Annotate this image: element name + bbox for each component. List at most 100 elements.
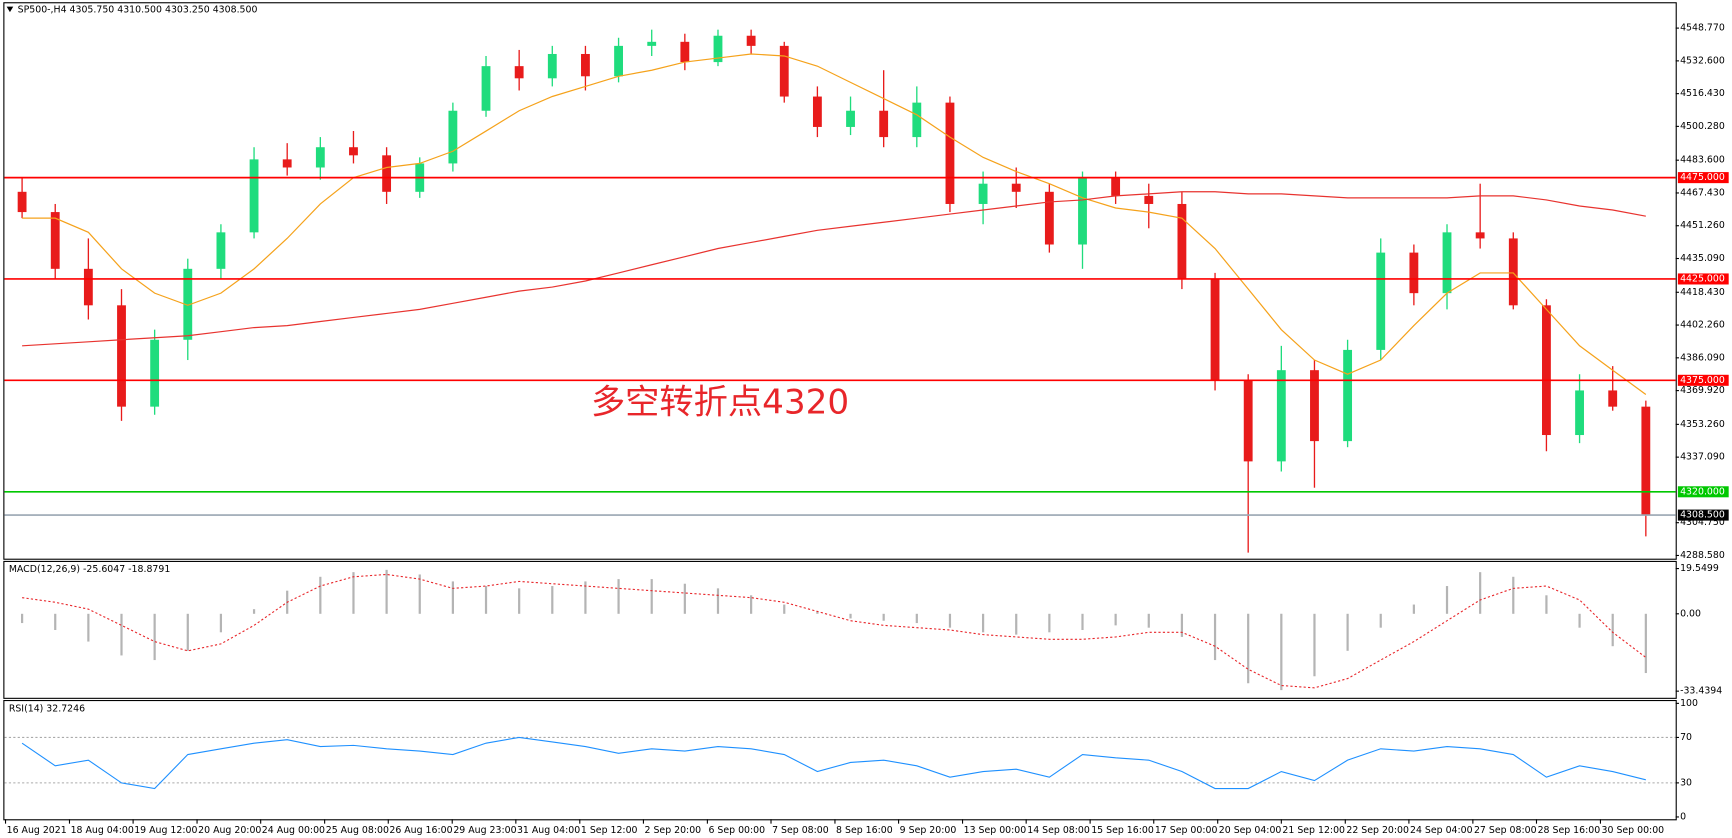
level-label: 4308.500 — [1680, 510, 1725, 521]
candle-body — [1243, 380, 1253, 462]
x-tick-label: 18 Aug 04:00 — [71, 825, 134, 836]
x-tick-label: 26 Aug 16:00 — [389, 825, 452, 836]
y-tick-label: 4304.750 — [1680, 517, 1725, 528]
candle-body — [83, 268, 93, 306]
candle-body — [183, 268, 193, 340]
x-tick-label: 22 Sep 20:00 — [1346, 825, 1409, 836]
candle-body — [680, 41, 690, 63]
candle-body — [117, 305, 126, 407]
y-tick-label: 4369.920 — [1680, 385, 1725, 396]
moving-average — [22, 53, 1647, 395]
x-tick-label: 27 Sep 08:00 — [1474, 825, 1537, 836]
y-tick-label: 4418.430 — [1680, 287, 1725, 298]
candle-body — [1409, 252, 1419, 294]
level-tag — [1677, 509, 1729, 521]
y-tick-label: 4353.260 — [1680, 419, 1725, 430]
x-tick-label: 20 Aug 20:00 — [198, 825, 261, 836]
x-tick-label: 8 Sep 16:00 — [836, 825, 893, 836]
candle-body — [1641, 406, 1651, 516]
x-tick-label: 28 Sep 16:00 — [1538, 825, 1601, 836]
level-tag — [1677, 273, 1729, 285]
x-tick-label: 2 Sep 20:00 — [645, 825, 702, 836]
level-label: 4375.000 — [1680, 375, 1725, 386]
candle-body — [1078, 177, 1087, 245]
candle-body — [1475, 232, 1485, 239]
candle-body — [282, 159, 292, 168]
candle-body — [1376, 252, 1386, 350]
candle-body — [1442, 232, 1452, 294]
y-tick-label: 100 — [1680, 698, 1698, 709]
x-tick-label: 6 Sep 00:00 — [708, 825, 765, 836]
x-tick-label: 24 Aug 00:00 — [262, 825, 325, 836]
x-tick-label: 20 Sep 04:00 — [1219, 825, 1282, 836]
y-tick-label: -33.4394 — [1680, 686, 1722, 697]
y-tick-label: 4386.090 — [1680, 352, 1725, 363]
x-tick-label: 17 Sep 00:00 — [1155, 825, 1218, 836]
menu-arrow[interactable] — [6, 6, 14, 13]
x-tick-label: 25 Aug 08:00 — [326, 825, 389, 836]
x-tick-label: 24 Sep 04:00 — [1410, 825, 1473, 836]
candle-body — [514, 66, 524, 79]
y-tick-label: 4516.430 — [1680, 88, 1725, 99]
candle-body — [1310, 370, 1319, 442]
candle-body — [978, 183, 988, 204]
y-tick-label: 4467.430 — [1680, 187, 1725, 198]
symbol-header: SP500-,H4 4305.750 4310.500 4303.250 430… — [18, 4, 258, 15]
x-tick-label: 9 Sep 20:00 — [900, 825, 957, 836]
candle-body — [547, 53, 557, 79]
y-tick-label: 0 — [1680, 811, 1686, 822]
y-tick-label: 4451.260 — [1680, 220, 1725, 231]
x-tick-label: 29 Aug 23:00 — [453, 825, 516, 836]
candle-body — [1575, 390, 1584, 436]
x-tick-label: 21 Sep 12:00 — [1282, 825, 1345, 836]
candle-body — [879, 110, 889, 138]
candle-body — [1210, 278, 1220, 381]
candle-body — [481, 66, 491, 111]
candle-body — [812, 96, 822, 127]
y-tick-label: 0.00 — [1680, 608, 1701, 619]
y-tick-label: 4337.090 — [1680, 452, 1725, 463]
y-tick-label: 4500.280 — [1680, 121, 1725, 132]
candle-body — [216, 232, 226, 269]
x-tick-label: 1 Sep 12:00 — [581, 825, 638, 836]
candle-body — [315, 147, 325, 168]
y-tick-label: 70 — [1680, 732, 1692, 743]
candle-body — [1608, 390, 1618, 407]
candle-body — [448, 110, 458, 164]
candle-body — [17, 191, 27, 213]
y-tick-label: 19.5499 — [1680, 563, 1719, 574]
candle-body — [1508, 238, 1518, 306]
candle-body — [746, 35, 756, 46]
candle-body — [349, 147, 358, 156]
candle-body — [1111, 177, 1121, 196]
x-tick-label: 16 Aug 2021 — [7, 825, 67, 836]
candle-body — [713, 35, 723, 63]
level-label: 4425.000 — [1680, 273, 1725, 284]
candle-body — [1044, 191, 1054, 245]
price-panel — [3, 2, 1677, 560]
candle-body — [249, 159, 259, 233]
candle-body — [50, 212, 60, 269]
macd-label: MACD(12,26,9) -25.6047 -18.8791 — [9, 564, 171, 575]
x-tick-label: 13 Sep 00:00 — [964, 825, 1027, 836]
moving-average — [22, 191, 1646, 347]
y-tick-label: 30 — [1680, 777, 1692, 788]
level-tag — [1677, 374, 1729, 386]
candle-body — [614, 45, 623, 77]
candle-body — [1177, 203, 1187, 279]
candle-body — [1011, 183, 1021, 192]
candle-body — [1542, 305, 1551, 436]
rsi-panel — [3, 699, 1677, 821]
rsi-label: RSI(14) 32.7246 — [9, 703, 85, 714]
candle-body — [945, 102, 955, 204]
candle-body — [1276, 370, 1286, 462]
macd-signal — [22, 573, 1647, 689]
candle-body — [1144, 195, 1154, 204]
level-tag — [1677, 172, 1729, 184]
candle-body — [382, 155, 392, 192]
annotation: 多空转折点4320 — [591, 383, 849, 423]
level-tag — [1677, 486, 1729, 498]
rsi-line — [21, 736, 1646, 790]
